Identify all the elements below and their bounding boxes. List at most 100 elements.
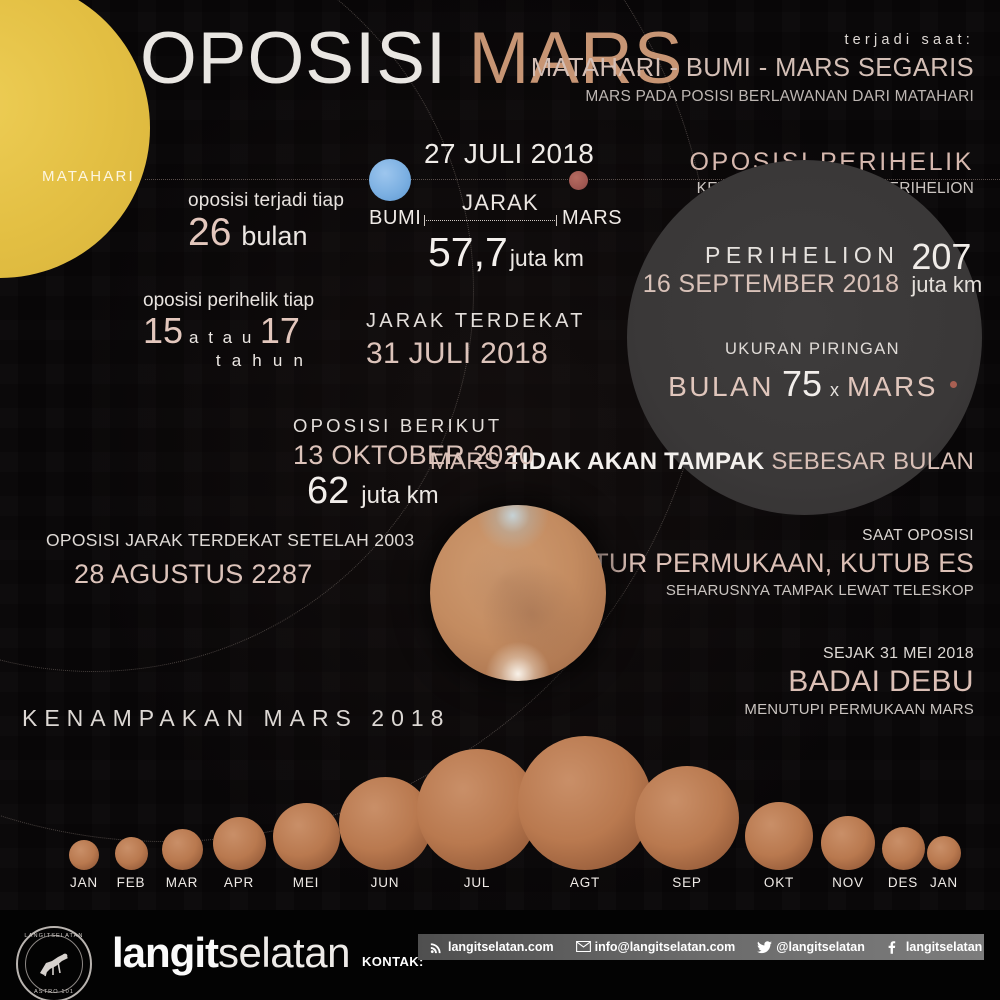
surface-features-sub: SEHARUSNYA TAMPAK LEWAT TELESKOP — [665, 582, 974, 599]
month-label-mar-2: MAR — [165, 875, 199, 890]
disc-size-mars: MARS — [847, 371, 938, 402]
month-label-feb-1: FEB — [116, 875, 146, 890]
disc-size-factor: 75 — [781, 363, 822, 404]
opposition-interval-label: oposisi terjadi tiap — [188, 190, 345, 211]
closest-since-2003-fact: OPOSISI JARAK TERDEKAT SETELAH 2003 28 A… — [46, 530, 414, 590]
perihelion-block: PERIHELION 16 SEPTEMBER 2018 207 juta km — [640, 236, 985, 298]
dust-storm-kicker: SEJAK 31 MEI 2018 — [823, 645, 974, 662]
mars-photo-disc — [430, 505, 606, 681]
measure-line — [424, 220, 557, 221]
measure-cap-left — [424, 215, 425, 226]
statement-post: SEBESAR BULAN — [764, 448, 974, 475]
dust-storm-fact: SEJAK 31 MEI 2018 BADAI DEBU MENUTUPI PE… — [744, 645, 974, 718]
page-title-part1: OPOSISI — [140, 18, 448, 99]
mars-disc-jan-0 — [69, 840, 99, 870]
contact-text: @langitselatan — [776, 940, 865, 954]
distance-value-block: 57,7 juta km — [428, 232, 584, 273]
mars-label: MARS — [562, 207, 623, 229]
header-sub: MARS PADA POSISI BERLAWANAN DARI MATAHAR… — [585, 88, 974, 105]
statement-pre: MARS — [429, 448, 507, 475]
seal-inner-ring — [25, 935, 83, 993]
next-opposition-date: 13 OKTOBER 2020 — [293, 440, 535, 470]
mars-disc-sep-8 — [635, 766, 739, 870]
perihelic-interval-n1: 15 — [143, 310, 184, 351]
centaur-icon — [40, 953, 68, 977]
contact-mail[interactable]: info@langitselatan.com — [565, 940, 747, 954]
contact-facebook[interactable]: langitselatan — [876, 940, 993, 954]
mars-graphic — [569, 171, 588, 190]
month-label-jul-6: JUL — [463, 875, 491, 890]
contact-instagram[interactable]: langitselatanmedia — [993, 940, 1000, 954]
contact-bar: langitselatan.com info@langitselatan.com @… — [418, 934, 984, 960]
header-kicker: terjadi saat: — [844, 32, 974, 48]
statement-strong: TIDAK AKAN TAMPAK — [506, 448, 765, 475]
surface-features-kicker: SAAT OPOSISI — [862, 527, 974, 544]
month-axis-labels: JAN FEB MAR APR MEI JUN JUL AGT SEP OKT NOV DES JAN — [0, 875, 1000, 895]
surface-features-fact: SAAT OPOSISI FITUR PERMUKAAN, KUTUB ES S… — [569, 527, 975, 599]
mars-disc-jun-5 — [338, 777, 432, 870]
month-label-apr-3: APR — [223, 875, 255, 890]
mars-disc-feb-1 — [114, 837, 148, 870]
distance-label: JARAK — [462, 190, 539, 215]
month-label-sep-8: SEP — [672, 875, 702, 890]
mars-disc-mar-2 — [161, 829, 203, 870]
disc-size-label: UKURAN PIRINGAN — [724, 340, 901, 358]
page-title-part2: MARS — [468, 18, 684, 99]
month-label-agt-7: AGT — [569, 875, 601, 890]
appearance-series-title: KENAMPAKAN MARS 2018 — [22, 705, 451, 731]
perihelic-interval-unit: t a h u n — [215, 351, 307, 370]
mars-tiny-dot-icon — [949, 380, 957, 388]
closest-approach-date: 31 JULI 2018 — [366, 337, 549, 370]
next-opposition-fact: OPOSISI BERIKUT 13 OKTOBER 2020 62 juta … — [293, 415, 534, 510]
mars-disc-mei-4 — [272, 803, 340, 870]
rss-icon — [429, 941, 443, 954]
month-label-okt-9: OKT — [763, 875, 795, 890]
disc-size-times: x — [830, 380, 839, 400]
mars-size-series — [0, 736, 1000, 870]
perihelic-interval-conj: a t a u — [189, 328, 254, 347]
distance-unit: juta km — [509, 245, 584, 271]
dust-storm-sub: MENUTUPI PERMUKAAN MARS — [744, 701, 974, 718]
closest-approach-label: JARAK TERDEKAT — [366, 310, 586, 332]
twitter-icon — [757, 941, 773, 954]
month-label-des-11: DES — [887, 875, 919, 890]
seal-bottom-text: ASTRO 101 — [33, 989, 75, 995]
mars-disc-apr-3 — [212, 817, 266, 870]
contact-label: KONTAK: — [362, 954, 424, 969]
measure-cap-right — [556, 215, 557, 226]
mars-disc-jan-12 — [927, 836, 961, 870]
moon-disc-comparison-circle — [627, 160, 982, 515]
closest-since-2003-label: OPOSISI JARAK TERDEKAT SETELAH 2003 — [46, 530, 415, 550]
month-label-mei-4: MEI — [292, 875, 320, 890]
surface-features-headline: FITUR PERMUKAAN, KUTUB ES — [568, 548, 974, 578]
opposition-interval-fact: oposisi terjadi tiap 26 bulan — [188, 190, 344, 252]
opposition-date: 27 JULI 2018 — [424, 138, 595, 169]
dust-storm-headline: BADAI DEBU — [788, 665, 974, 698]
month-label-jan-0: JAN — [70, 875, 98, 890]
page-title: OPOSISI MARS — [140, 22, 683, 95]
mars-disc-jul-6 — [416, 749, 538, 870]
wordmark-bold: langit — [112, 929, 219, 976]
wordmark-light: selatan — [218, 929, 350, 976]
facebook-icon — [887, 941, 901, 954]
closest-approach-fact: JARAK TERDEKAT 31 JULI 2018 — [366, 310, 586, 371]
perihelion-label: PERIHELION — [705, 242, 900, 269]
contact-twitter[interactable]: @langitselatan — [746, 940, 876, 954]
contact-text: langitselatan.com — [448, 940, 554, 954]
perihelic-interval-n2: 17 — [259, 310, 300, 351]
sun-label: MATAHARI — [42, 168, 135, 185]
mars-disc-agt-7 — [518, 736, 652, 870]
month-label-jun-5: JUN — [370, 875, 400, 890]
next-opposition-label: OPOSISI BERIKUT — [293, 415, 503, 436]
perihelion-value: 207 — [911, 236, 972, 277]
mars-disc-nov-10 — [821, 816, 875, 870]
contact-rss[interactable]: langitselatan.com — [418, 940, 565, 954]
contact-text: info@langitselatan.com — [594, 940, 736, 954]
mail-icon — [575, 940, 591, 953]
seal-top-text: LANGITSELATAN — [24, 933, 84, 939]
disc-size-block: UKURAN PIRINGAN BULAN 75 x MARS — [640, 340, 985, 405]
header-headline: MATAHARI - BUMI - MARS SEGARIS — [530, 54, 974, 82]
next-opposition-distance: 62 — [307, 470, 350, 512]
disc-size-moon: BULAN — [668, 371, 774, 402]
